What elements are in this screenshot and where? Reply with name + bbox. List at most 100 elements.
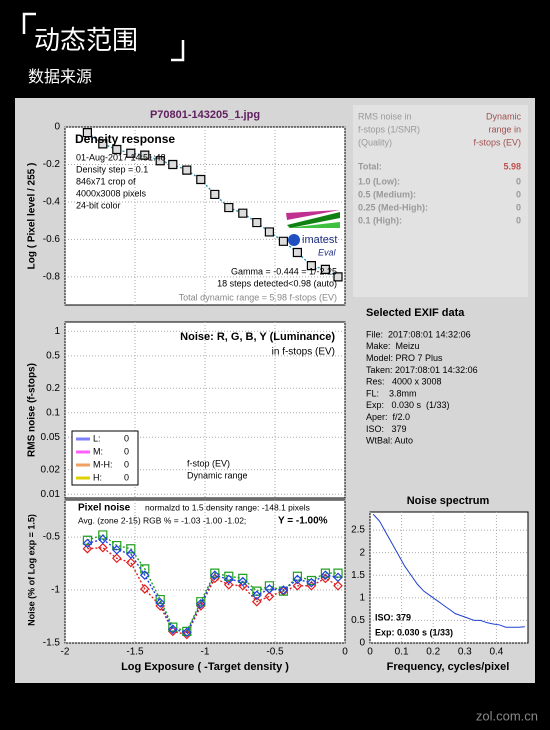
plot-spectrum (369, 511, 529, 644)
header-subtitle: 数据来源 (28, 68, 92, 86)
y-tick-label: -0.8 (43, 272, 61, 283)
y-tick-label: 0.1 (46, 407, 60, 418)
data-point (333, 580, 343, 591)
data-point (182, 165, 192, 175)
legend-value: 0 (124, 459, 129, 469)
plot-subtitle: in f-stops (EV) (272, 347, 335, 358)
table-header: Dynamic (486, 111, 522, 121)
legend-label: L: (93, 433, 101, 443)
x-tick-label: 0 (342, 647, 348, 658)
data-point (320, 570, 331, 581)
y-tick-label: -0.5 (43, 532, 61, 543)
data-point (181, 627, 192, 638)
exif-row: Make: Meizu (366, 341, 420, 351)
exif-row: Exp: 0.030 s (1/33) (366, 400, 450, 410)
plot-title: Noise: R, G, B, Y (Luminance) (180, 331, 335, 343)
data-point (112, 144, 122, 155)
data-point (306, 577, 317, 588)
y-tick-label: 0.5 (351, 615, 365, 626)
y-tick-label: -0.6 (43, 234, 61, 245)
legend-label: H: (93, 472, 102, 482)
x-tick-label: 0.1 (395, 647, 409, 658)
y-axis-label: Noise (% of Log exp = 1.5) (26, 514, 36, 626)
annotation: 01-Aug-2017 14:51:48 (76, 152, 166, 162)
x-tick-label: -2 (61, 647, 70, 658)
data-point (140, 150, 150, 160)
legend-value: 0 (124, 446, 129, 456)
table-value: 0 (516, 176, 521, 186)
dr-table (353, 105, 528, 297)
note: f-stop (EV) (187, 458, 230, 468)
data-point (223, 579, 234, 590)
data-point (292, 247, 302, 258)
legend-label: M-H: (93, 459, 113, 469)
filename: P70801-143205_1.jpg (150, 109, 260, 121)
annotation: 24-bit color (76, 200, 121, 210)
exif-title: Selected EXIF data (366, 307, 465, 319)
annotation: ISO: 379 (375, 612, 411, 622)
data-point (126, 544, 136, 554)
y-tick-label: 2 (359, 547, 365, 558)
note: Gamma = -0.444 = 1/-2.25 (231, 266, 337, 276)
plot-title: Density response (75, 132, 175, 146)
table-header: RMS noise in (358, 111, 412, 121)
plot-subtitle: normalzd to 1.5 density range: -148.1 pi… (145, 502, 310, 512)
x-axis-label: Frequency, cycles/pixel (387, 661, 510, 673)
exif-row: WtBal: Auto (366, 436, 413, 446)
table-label: 0.1 (High): (358, 215, 402, 225)
data-point (82, 538, 93, 549)
data-point (278, 236, 288, 246)
data-point (195, 598, 206, 609)
annotation: 846x71 crop of (76, 176, 136, 186)
logo-sub: Eval (318, 247, 337, 257)
y-tick-label: 2.5 (351, 525, 365, 536)
x-tick-label: -1.5 (126, 647, 144, 658)
data-point (333, 272, 343, 282)
data-point (155, 156, 165, 166)
exif-row: Res: 4000 x 3008 (366, 377, 442, 387)
x-tick-label: -1 (201, 647, 210, 658)
exif-row: ISO: 379 (366, 424, 407, 434)
table-label: 0.25 (Med-High): (358, 202, 428, 212)
y-tick-label: 0 (54, 122, 60, 133)
series-line (87, 538, 339, 634)
table-header: f-stops (EV) (473, 137, 521, 147)
data-point (264, 591, 275, 602)
series-line (372, 513, 525, 628)
y-tick-label: 0.01 (41, 489, 61, 500)
y-tick-label: 0.05 (41, 432, 61, 443)
data-point (237, 576, 248, 587)
table-value: 0 (516, 202, 521, 212)
note: Total dynamic range = 5.98 f-stops (EV) (179, 292, 337, 302)
logo-dot (288, 234, 300, 246)
data-point (125, 557, 136, 568)
annotation-bold: Y = -1.00% (278, 516, 328, 527)
legend-label: M: (93, 446, 103, 456)
annotation: Exp: 0.030 s (1/33) (375, 627, 453, 637)
data-point (264, 227, 274, 237)
y-tick-label: 0 (359, 638, 365, 649)
table-header: f-stops (1/SNR) (358, 124, 420, 134)
exif-row: Aper: f/2.0 (366, 412, 410, 422)
y-tick-label: -0.4 (43, 197, 61, 208)
data-point (264, 584, 275, 594)
data-point (111, 553, 122, 564)
y-tick-label: -0.2 (43, 159, 61, 170)
y-axis-label: RMS noise (f-stops) (27, 363, 38, 457)
data-point (168, 159, 178, 170)
exif-row: FL: 3.8mm (366, 388, 417, 398)
table-value: 5.98 (503, 161, 521, 171)
data-point (238, 208, 248, 218)
table-label: Total: (358, 161, 382, 171)
data-point (82, 543, 93, 554)
data-point (82, 128, 92, 138)
y-tick-label: 0.2 (46, 383, 60, 394)
x-tick-label: 0.4 (489, 647, 503, 658)
exif-row: Model: PRO 7 Plus (366, 353, 443, 363)
data-point (292, 580, 303, 591)
data-point (251, 590, 262, 601)
data-point (98, 139, 108, 149)
annotation: Density step = 0.1 (76, 164, 148, 174)
y-tick-label: 1.5 (351, 570, 365, 581)
x-tick-label: 0.2 (426, 647, 440, 658)
